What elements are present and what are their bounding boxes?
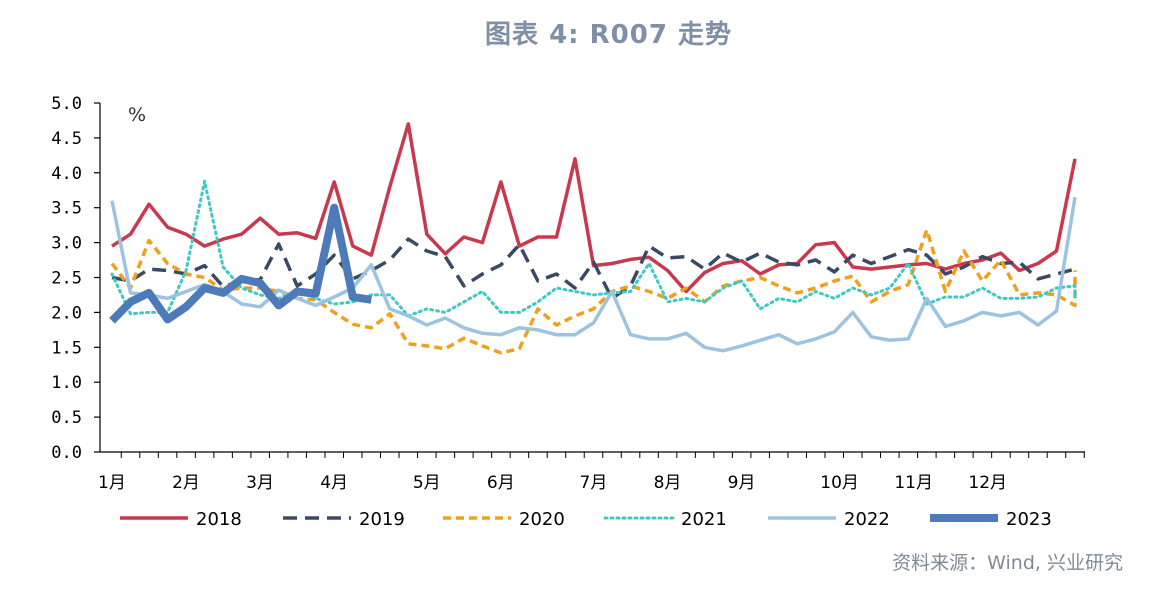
- series-line-2021: [110, 179, 1077, 318]
- series-line-2023: [109, 203, 372, 324]
- legend-label-2018: 2018: [196, 509, 242, 530]
- y-tick-label: 1.5: [51, 338, 82, 358]
- axes: 5.0 4.5 4.0 3.5 3.0 2.5 2.0 1.5 1.0 0.5 0.0% 1月 2月 3月…: [51, 94, 1085, 493]
- series-layer: [109, 122, 1077, 355]
- x-tick-label: 12月: [968, 473, 1007, 493]
- y-tick-label: 2.5: [51, 269, 82, 289]
- x-tick-label: 8月: [654, 473, 682, 493]
- legend-label-2019: 2019: [359, 509, 405, 530]
- x-tick-label: 7月: [580, 473, 608, 493]
- y-tick-label: 4.5: [51, 129, 82, 149]
- y-tick-label: 2.0: [51, 303, 82, 323]
- y-tick-label: 0.0: [51, 443, 82, 463]
- legend-label-2022: 2022: [844, 509, 890, 530]
- x-tick-label: 2月: [172, 473, 200, 493]
- x-tick-label: 6月: [487, 473, 515, 493]
- x-tick-label: 3月: [246, 473, 274, 493]
- x-tick-label: 4月: [320, 473, 348, 493]
- legend-label-2020: 2020: [519, 509, 565, 530]
- y-tick-label: 5.0: [51, 94, 82, 114]
- y-tick-label: 1.0: [51, 373, 82, 393]
- series-line-2018: [111, 122, 1077, 294]
- x-tick-label: 9月: [728, 473, 756, 493]
- legend: 2018 2019 2020 2021 2022 2023: [120, 509, 1052, 530]
- series-line-2019: [111, 237, 1076, 301]
- series-line-2020: [110, 228, 1077, 355]
- y-unit-label: %: [128, 104, 146, 126]
- y-tick-label: 4.0: [51, 164, 82, 184]
- x-tick-label: 5月: [413, 473, 441, 493]
- y-tick-label: 0.5: [51, 408, 82, 428]
- y-tick-label: 3.0: [51, 234, 82, 254]
- x-tick-label: 10月: [820, 473, 859, 493]
- legend-label-2023: 2023: [1006, 509, 1052, 530]
- source-note: 资料来源：Wind, 兴业研究: [892, 552, 1123, 574]
- x-tick-label: 11月: [894, 473, 933, 493]
- legend-label-2021: 2021: [681, 509, 727, 530]
- x-tick-label: 1月: [98, 473, 126, 493]
- chart-title: 图表 4: R007 走势: [485, 20, 732, 50]
- y-tick-label: 3.5: [51, 199, 82, 219]
